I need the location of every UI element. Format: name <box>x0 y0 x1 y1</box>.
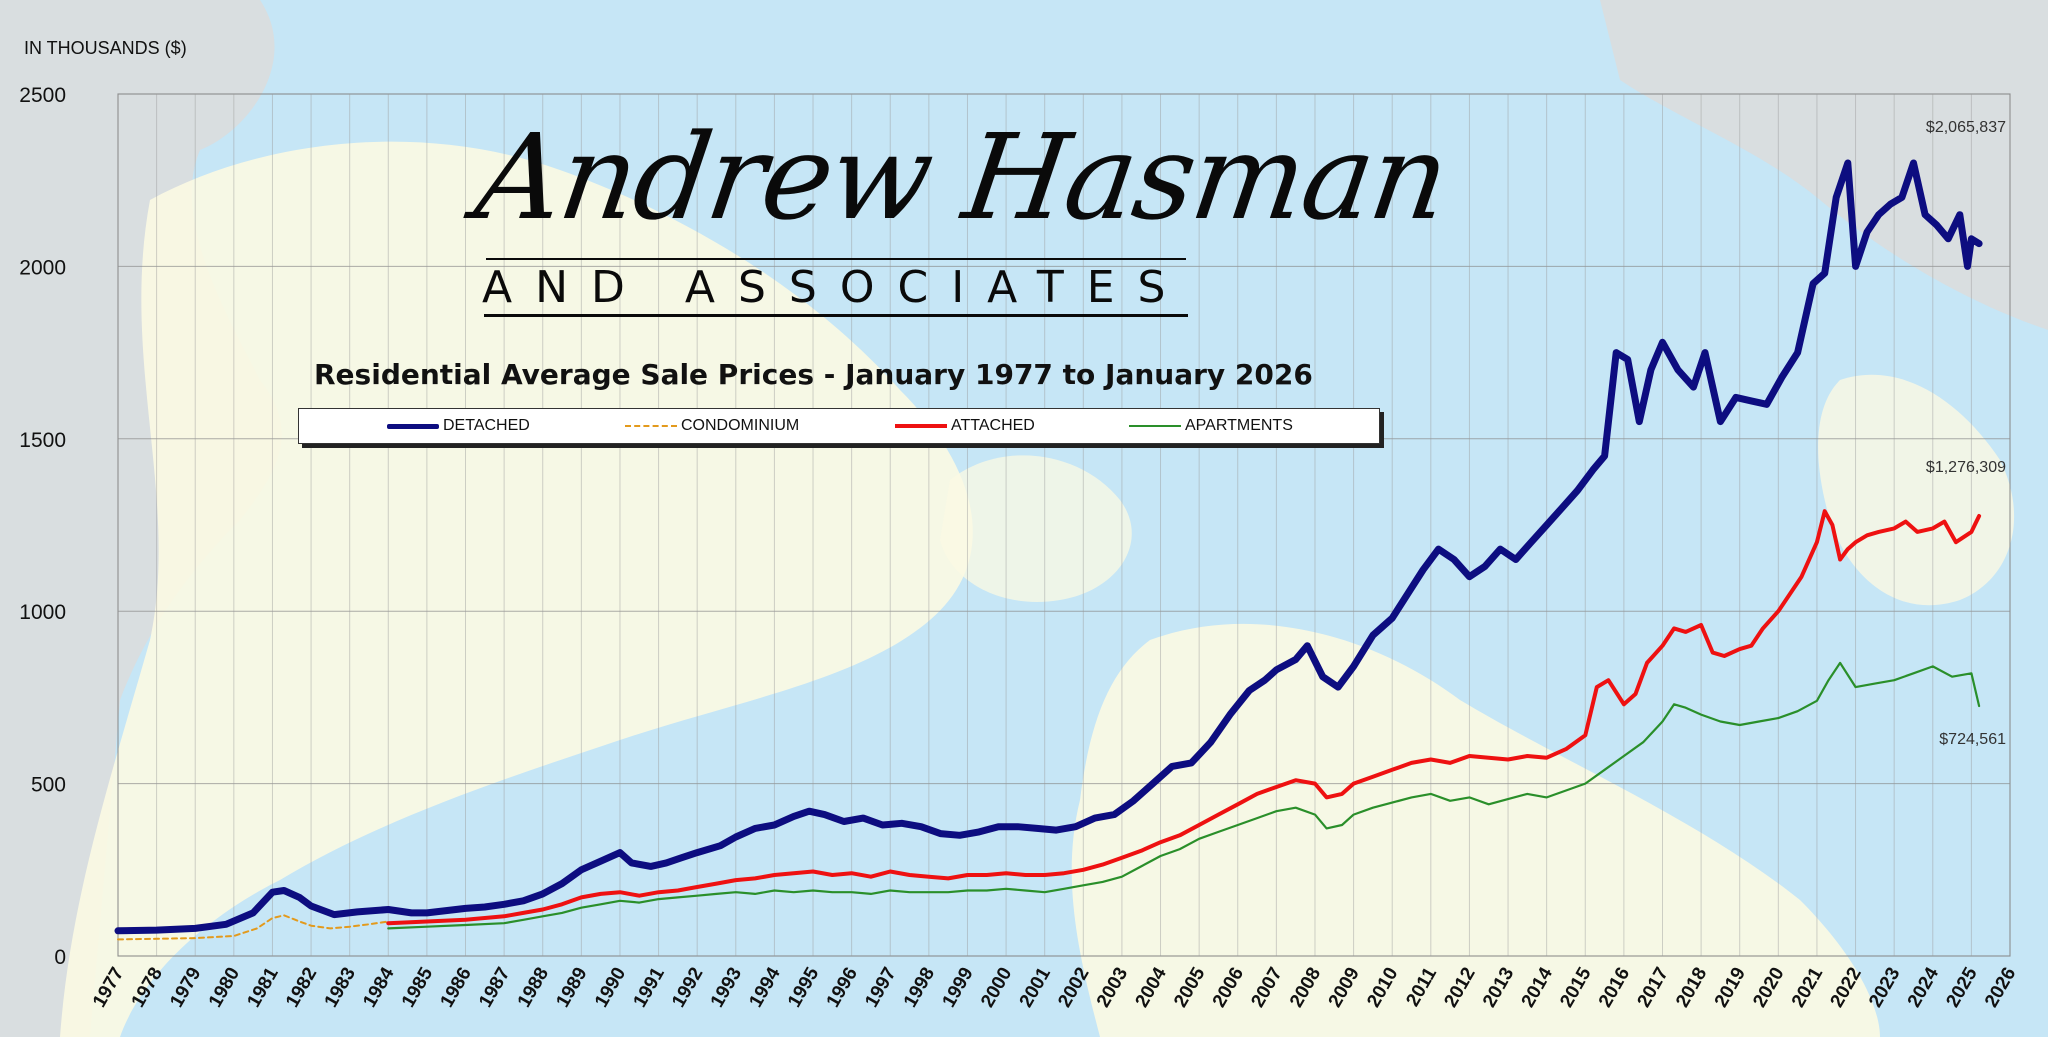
x-tick-label: 2017 <box>1633 964 1672 1011</box>
x-tick-label: 2009 <box>1325 964 1364 1011</box>
x-tick-label: 2026 <box>1981 964 2020 1011</box>
series-line-detached <box>114 159 1983 935</box>
x-tick-label: 1994 <box>745 964 785 1011</box>
x-tick-label: 1982 <box>282 964 321 1011</box>
x-tick-label: 1992 <box>668 964 707 1011</box>
annotation-apartments: $724,561 <box>1939 731 2006 748</box>
x-tick-label: 1979 <box>166 964 205 1011</box>
legend-item-detached: DETACHED <box>387 409 530 443</box>
annotation-detached: $2,065,837 <box>1926 119 2006 136</box>
x-tick-label: 2022 <box>1827 964 1866 1011</box>
x-tick-label: 2002 <box>1054 964 1093 1011</box>
legend-swatch-detached <box>387 423 439 429</box>
x-tick-label: 2014 <box>1518 964 1558 1011</box>
legend-label-condominium: CONDOMINIUM <box>681 417 800 434</box>
x-tick-label: 2024 <box>1904 964 1944 1011</box>
legend-item-condominium: CONDOMINIUM <box>625 409 799 443</box>
x-tick-label: 2019 <box>1711 964 1750 1011</box>
legend-swatch-condominium <box>625 425 677 427</box>
chart-title: Residential Average Sale Prices - Januar… <box>314 358 1313 391</box>
logo-script-text: Andrew Hasman <box>468 108 1456 246</box>
x-tick-label: 2007 <box>1247 964 1286 1011</box>
x-tick-label: 1986 <box>437 964 476 1011</box>
x-tick-label: 2005 <box>1170 964 1210 1011</box>
series-line-attached <box>386 509 1982 926</box>
logo-rule-top <box>486 258 1186 260</box>
x-tick-label: 2025 <box>1942 964 1982 1011</box>
legend-label-attached: ATTACHED <box>951 417 1035 434</box>
series-line-apartments <box>387 661 1981 930</box>
y-tick-label: 0 <box>54 946 66 969</box>
y-tick-label: 2500 <box>19 84 66 107</box>
x-tick-label: 1981 <box>243 964 283 1011</box>
x-tick-label: 2008 <box>1286 964 1325 1011</box>
y-tick-label: 500 <box>31 774 66 797</box>
x-tick-label: 2020 <box>1749 964 1788 1011</box>
x-tick-label: 1998 <box>900 964 939 1011</box>
x-tick-label: 1989 <box>552 964 591 1011</box>
x-tick-label: 1993 <box>707 964 746 1011</box>
x-tick-label: 1977 <box>89 964 128 1011</box>
x-tick-label: 2004 <box>1132 964 1172 1011</box>
legend-item-apartments: APARTMENTS <box>1129 409 1293 443</box>
logo-subtitle-text: AND ASSOCIATES <box>482 262 1189 313</box>
x-tick-label: 1996 <box>823 964 862 1011</box>
legend-label-apartments: APARTMENTS <box>1185 417 1293 434</box>
x-tick-label: 1985 <box>398 964 438 1011</box>
legend-swatch-apartments <box>1129 425 1181 427</box>
x-tick-label: 2003 <box>1093 964 1132 1011</box>
y-axis-title: IN THOUSANDS ($) <box>24 38 187 58</box>
x-tick-label: 1988 <box>514 964 553 1011</box>
x-tick-label: 1999 <box>938 964 977 1011</box>
x-tick-label: 1990 <box>591 964 630 1011</box>
chart-legend: DETACHED CONDOMINIUM ATTACHED APARTMENTS <box>298 408 1380 444</box>
x-tick-label: 2013 <box>1479 964 1518 1011</box>
y-tick-label: 2000 <box>19 256 66 279</box>
logo-rule-bottom <box>484 314 1188 317</box>
x-tick-label: 2015 <box>1556 964 1596 1011</box>
x-tick-label: 1995 <box>784 964 824 1011</box>
x-tick-label: 2001 <box>1016 964 1056 1011</box>
x-tick-label: 2018 <box>1672 964 1711 1011</box>
x-tick-label: 1987 <box>475 964 514 1011</box>
x-tick-label: 2006 <box>1209 964 1248 1011</box>
x-tick-label: 2010 <box>1363 964 1402 1011</box>
y-tick-label: 1500 <box>19 429 66 452</box>
x-tick-label: 1978 <box>128 964 167 1011</box>
x-tick-label: 2021 <box>1788 964 1828 1011</box>
annotation-attached: $1,276,309 <box>1926 459 2006 476</box>
x-tick-label: 2023 <box>1865 964 1904 1011</box>
x-tick-label: 2000 <box>977 964 1016 1011</box>
x-tick-label: 2012 <box>1440 964 1479 1011</box>
x-tick-label: 1991 <box>630 964 670 1011</box>
legend-label-detached: DETACHED <box>443 417 530 434</box>
x-tick-label: 1984 <box>359 964 399 1011</box>
legend-swatch-attached <box>895 424 947 428</box>
x-tick-label: 1983 <box>321 964 360 1011</box>
x-tick-label: 2016 <box>1595 964 1634 1011</box>
y-tick-label: 1000 <box>19 601 66 624</box>
series-line-condominium <box>117 914 390 941</box>
legend-item-attached: ATTACHED <box>895 409 1035 443</box>
x-tick-label: 2011 <box>1402 964 1441 1011</box>
x-tick-label: 1980 <box>205 964 244 1011</box>
x-tick-label: 1997 <box>861 964 900 1011</box>
